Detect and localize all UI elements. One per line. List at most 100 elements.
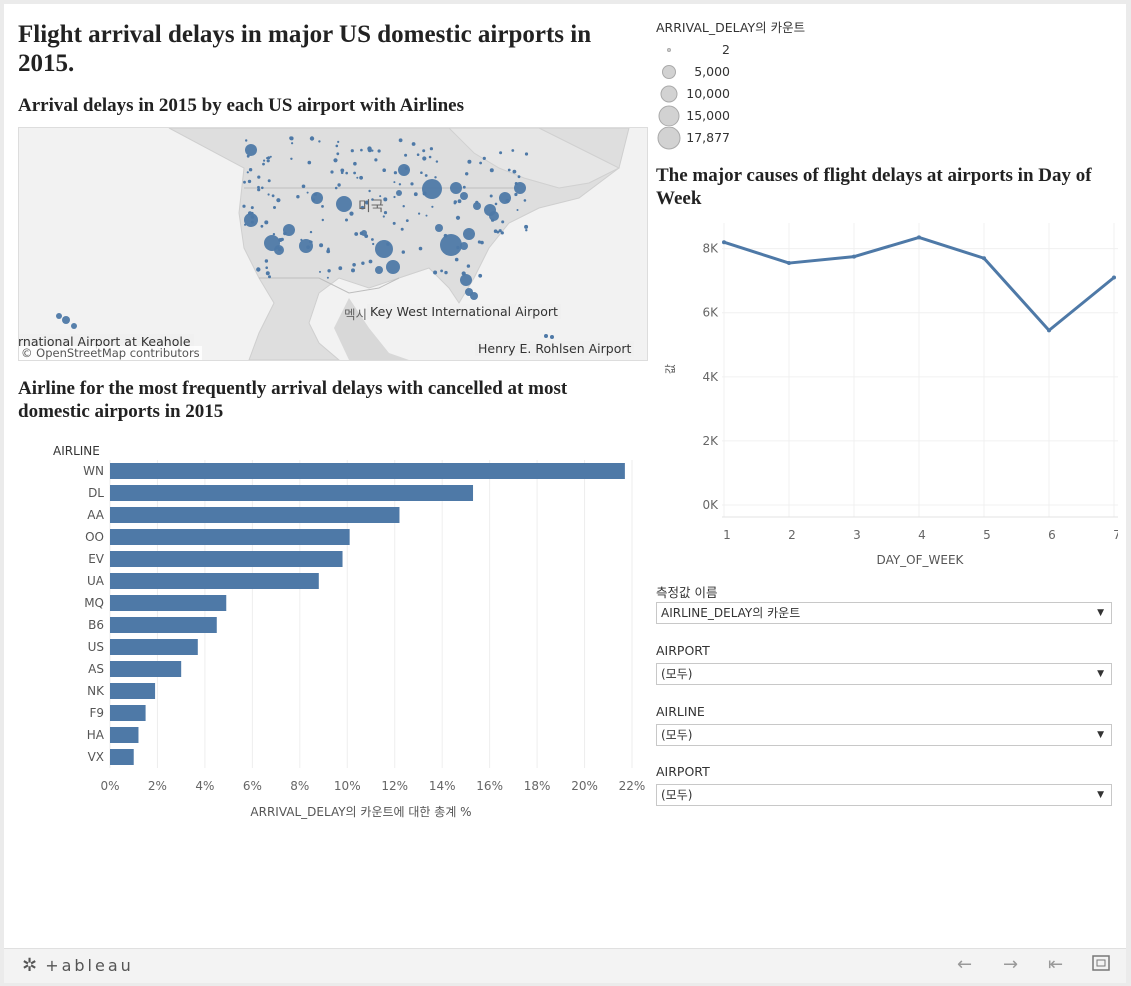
airport-dot[interactable] (479, 161, 482, 165)
airport-dot[interactable] (431, 205, 434, 208)
airport-dot[interactable] (512, 169, 517, 174)
airport-dot[interactable] (277, 246, 282, 252)
airport-dot[interactable] (517, 175, 521, 179)
airport-dot[interactable] (514, 192, 518, 197)
airport-dot[interactable] (353, 171, 356, 175)
airport-dot[interactable] (245, 144, 257, 156)
airport-dot[interactable] (326, 276, 329, 279)
airport-dot[interactable] (334, 186, 338, 190)
airport-dot[interactable] (326, 249, 331, 254)
airport-dot[interactable] (327, 269, 331, 273)
forward-arrow-icon[interactable]: → (1003, 954, 1019, 975)
airport-dot[interactable] (321, 205, 324, 208)
airport-dot[interactable] (340, 168, 345, 173)
airport-dot[interactable] (276, 198, 281, 203)
airport-dot[interactable] (263, 159, 266, 162)
airport-dot[interactable] (267, 193, 270, 196)
airport-dot[interactable] (440, 234, 462, 256)
airport-dot[interactable] (460, 242, 468, 250)
airport-dot[interactable] (383, 211, 388, 215)
airport-dot[interactable] (382, 215, 385, 218)
airport-dot[interactable] (371, 238, 374, 241)
airport-dot[interactable] (291, 142, 294, 145)
airport-dot[interactable] (444, 270, 448, 275)
airport-dot[interactable] (349, 211, 354, 216)
airport-dot[interactable] (455, 215, 461, 220)
airport-dot[interactable] (337, 183, 341, 187)
airport-dot[interactable] (478, 273, 483, 278)
airport-dot[interactable] (453, 201, 457, 205)
airport-dot[interactable] (56, 313, 62, 319)
airport-dot[interactable] (393, 181, 396, 184)
reset-icon[interactable]: ⇤ (1048, 954, 1064, 975)
airport-dot[interactable] (306, 245, 310, 249)
airport-dot[interactable] (354, 232, 359, 236)
airport-dot[interactable] (359, 231, 364, 236)
airport-dot[interactable] (296, 195, 300, 199)
airport-dot[interactable] (264, 220, 269, 225)
airport-dot[interactable] (398, 138, 403, 143)
airport-dot[interactable] (273, 206, 276, 209)
airport-dot[interactable] (467, 159, 472, 164)
airport-dot[interactable] (386, 242, 390, 246)
airport-dot[interactable] (372, 242, 375, 246)
airport-dot[interactable] (398, 183, 402, 186)
airport-dot[interactable] (374, 158, 378, 162)
airport-dot[interactable] (268, 275, 271, 279)
filter-dropdown[interactable]: AIRLINE_DELAY의 카운트 ▼ (656, 602, 1112, 624)
airport-dot[interactable] (264, 260, 268, 263)
airport-dot[interactable] (514, 182, 526, 194)
map-canvas[interactable] (19, 128, 647, 360)
airport-dot[interactable] (62, 316, 70, 324)
airport-dot[interactable] (351, 268, 355, 273)
airport-dot[interactable] (71, 323, 77, 329)
dropdown-arrow-icon[interactable]: ▼ (1097, 730, 1104, 740)
airport-dot[interactable] (336, 196, 352, 212)
airport-dot[interactable] (307, 160, 312, 165)
airport-dot[interactable] (309, 230, 313, 234)
airport-dot[interactable] (242, 204, 246, 208)
airport-dot[interactable] (313, 192, 317, 196)
airport-dot[interactable] (333, 158, 338, 163)
bar-oo[interactable] (110, 529, 350, 545)
airport-dot[interactable] (244, 213, 258, 227)
airport-dot[interactable] (418, 212, 421, 215)
airport-dot[interactable] (411, 142, 416, 146)
filter-dropdown[interactable]: (모두) ▼ (656, 784, 1112, 806)
airport-dot[interactable] (401, 250, 405, 254)
airport-dot[interactable] (494, 202, 498, 206)
airport-dot[interactable] (257, 188, 261, 192)
airport-dot[interactable] (482, 156, 486, 160)
airport-dot[interactable] (309, 240, 312, 243)
airport-dot[interactable] (424, 174, 428, 177)
airport-dot[interactable] (475, 200, 479, 204)
airport-dot[interactable] (493, 229, 498, 233)
airport-dot[interactable] (456, 245, 460, 250)
airport-dot[interactable] (489, 194, 493, 198)
back-arrow-icon[interactable]: ← (957, 954, 973, 975)
filter-dropdown[interactable]: (모두) ▼ (656, 663, 1112, 685)
airport-dot[interactable] (301, 184, 306, 189)
airport-dot[interactable] (418, 246, 423, 251)
airport-dot[interactable] (460, 192, 468, 200)
airport-dot[interactable] (256, 267, 261, 272)
airport-dot[interactable] (435, 160, 439, 163)
airport-dot[interactable] (400, 227, 404, 231)
airport-dot[interactable] (244, 223, 247, 226)
airport-dot[interactable] (443, 233, 448, 238)
airport-dot[interactable] (470, 292, 478, 300)
airport-dot[interactable] (361, 261, 365, 265)
airport-dot[interactable] (460, 274, 472, 286)
airport-dot[interactable] (393, 195, 396, 199)
airport-dot[interactable] (501, 220, 505, 224)
line-point[interactable] (1112, 275, 1116, 280)
airport-dot[interactable] (420, 171, 423, 174)
airport-dot[interactable] (466, 264, 471, 268)
airport-dot[interactable] (498, 229, 502, 233)
airport-dot[interactable] (367, 148, 372, 153)
airport-dot[interactable] (311, 198, 316, 202)
airport-dots[interactable] (56, 136, 554, 339)
dropdown-arrow-icon[interactable]: ▼ (1097, 669, 1104, 679)
line-point[interactable] (787, 261, 791, 266)
airport-dot[interactable] (516, 209, 519, 211)
